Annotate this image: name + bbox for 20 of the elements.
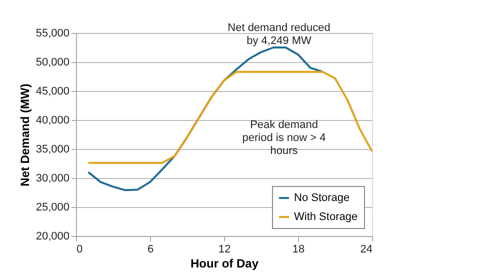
x-tick-label: 0 [76, 244, 83, 256]
legend-label: With Storage [294, 211, 358, 223]
y-tick-label: 40,000 [36, 114, 70, 126]
y-tick-label: 20,000 [36, 230, 70, 242]
y-tick-label: 50,000 [36, 56, 70, 68]
annotation: Net demand reduced by 4,249 MW [228, 22, 330, 47]
x-axis-title: Hour of Day [190, 256, 259, 270]
y-tick-label: 30,000 [36, 172, 70, 184]
x-tick-label: 24 [360, 244, 372, 256]
y-tick-label: 55,000 [36, 28, 70, 40]
x-tick-label: 18 [292, 244, 305, 256]
line-series [87, 70, 373, 164]
x-tick-label: 6 [147, 244, 154, 256]
annotation: Peak demand period is now > 4 hours [242, 119, 326, 157]
y-axis-title: Net Demand (MW) [18, 84, 32, 186]
y-tick-label: 25,000 [36, 202, 70, 214]
y-tick-label: 45,000 [36, 86, 70, 98]
y-tick-label: 35,000 [36, 144, 70, 156]
legend-label: No Storage [294, 192, 350, 204]
x-tick-label: 12 [218, 244, 231, 256]
